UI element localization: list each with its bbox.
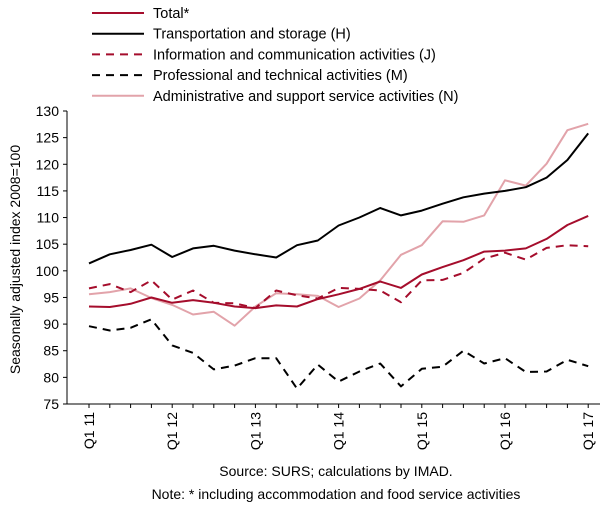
footnote: Note: * including accommodation and food… (152, 486, 521, 502)
x-tick-label: Q1 15 (414, 412, 430, 450)
y-tick-label: 95 (43, 289, 59, 305)
legend-label: Information and communication activities… (153, 47, 436, 63)
y-tick-label: 85 (43, 343, 59, 359)
x-tick-label: Q1 11 (81, 412, 97, 449)
y-axis-ticks: 75 80 85 90 95 100 105 110 115 120 125 130 (36, 103, 67, 412)
y-tick-label: 105 (36, 236, 60, 252)
y-tick-label: 115 (37, 183, 60, 199)
legend: Total* Transportation and storage (H) Info… (92, 6, 458, 105)
y-tick-label: 110 (37, 210, 60, 226)
legend-label: Professional and technical activities (M… (153, 68, 408, 84)
y-tick-label: 100 (36, 263, 60, 279)
x-tick-label: Q1 12 (164, 412, 180, 450)
series-line-1 (88, 214, 589, 310)
x-tick-label: Q1 17 (580, 412, 596, 450)
y-tick-label: 130 (36, 103, 60, 119)
y-tick-label: 75 (43, 396, 59, 412)
y-tick-label: 90 (43, 316, 59, 332)
series-line-4 (88, 318, 589, 390)
series-lines (88, 122, 589, 390)
series-line-2 (88, 132, 589, 265)
y-tick-label: 125 (36, 130, 60, 146)
y-tick-label: 80 (43, 369, 59, 385)
x-tick-label: Q1 16 (497, 412, 513, 450)
x-axis-ticks: Q1 11 Q1 12 Q1 13 Q1 14 Q1 15 Q1 16 Q1 17 (81, 404, 596, 450)
source-note: Source: SURS; calculations by IMAD. (219, 463, 452, 479)
y-tick-label: 120 (36, 156, 60, 172)
legend-label: Administrative and support service activ… (153, 89, 458, 105)
series-line-3 (88, 244, 589, 310)
series-line-5 (88, 122, 589, 327)
x-tick-label: Q1 14 (331, 412, 347, 450)
legend-label: Total* (153, 6, 190, 22)
y-axis-title: Seasonally adjusted index 2008=100 (7, 145, 23, 374)
x-tick-label: Q1 13 (247, 412, 263, 450)
legend-label: Transportation and storage (H) (153, 27, 351, 43)
